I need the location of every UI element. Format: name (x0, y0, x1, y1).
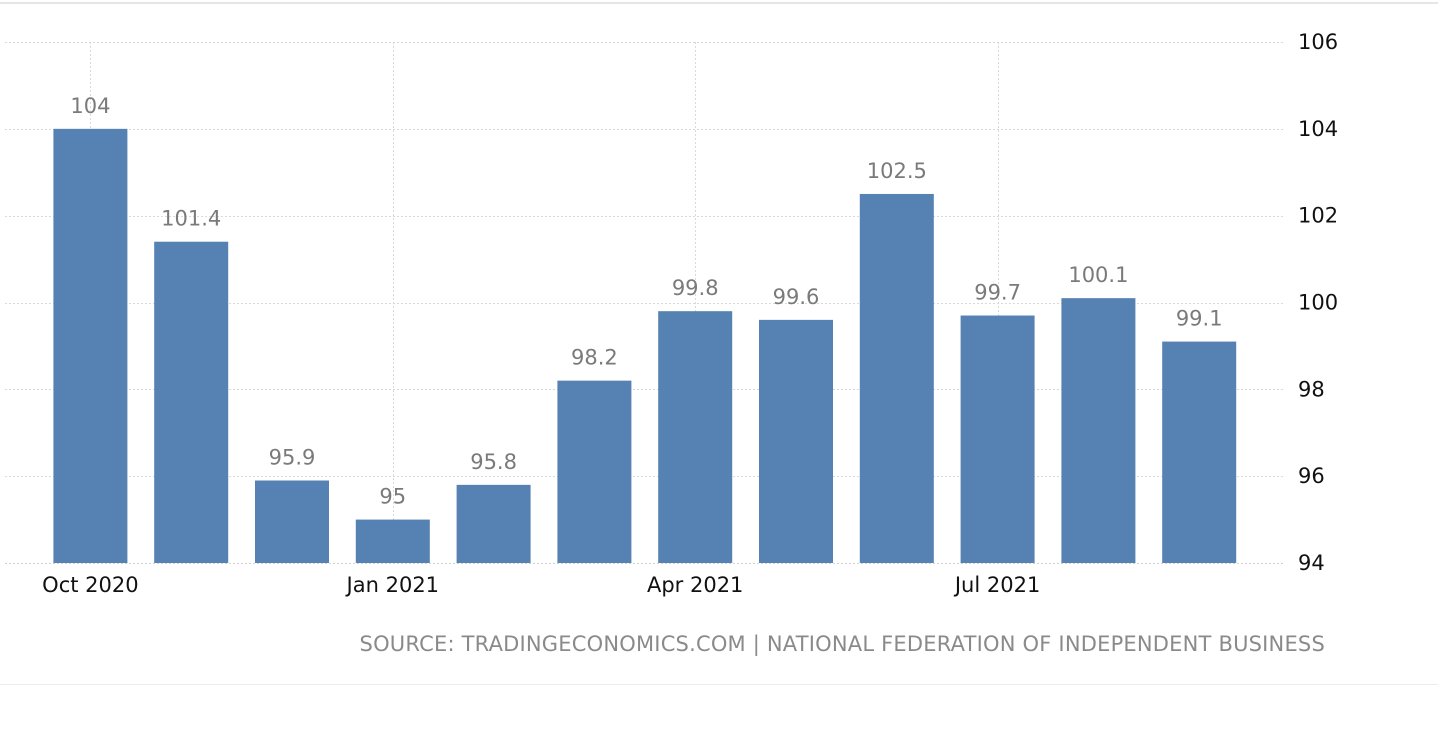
bar (255, 480, 329, 563)
y-tick-label: 100 (1298, 291, 1338, 315)
x-tick-label: Apr 2021 (647, 573, 743, 597)
y-tick-label: 102 (1298, 204, 1338, 228)
top-divider (0, 2, 1438, 4)
x-tick-label: Jan 2021 (345, 573, 440, 597)
y-tick-label: 94 (1298, 551, 1325, 575)
x-tick-label: Oct 2020 (42, 573, 138, 597)
data-label: 95 (379, 485, 406, 509)
bar (960, 315, 1035, 563)
bar (355, 519, 430, 563)
y-tick-label: 106 (1298, 30, 1338, 54)
data-labels: 104 101.4 95.9 95 95.8 98.2 99.8 99.6 102.5 99.7 1… (70, 94, 1222, 509)
bar-chart: 104 101.4 95.9 95 95.8 98.2 99.8 99.6 102.5 99.7 1… (5, 30, 1338, 597)
bottom-divider (0, 684, 1438, 685)
data-label: 95.8 (470, 450, 517, 474)
y-axis: 94 96 98 100 102 104 106 (1298, 30, 1338, 575)
y-tick-label: 96 (1298, 464, 1325, 488)
data-label: 98.2 (571, 346, 618, 370)
bar (759, 319, 833, 563)
data-label: 104 (70, 94, 110, 118)
bar (53, 128, 128, 564)
bar (859, 193, 934, 564)
data-label: 99.7 (974, 281, 1021, 305)
y-tick-label: 98 (1298, 377, 1325, 401)
data-label: 95.9 (269, 446, 316, 470)
bar (557, 380, 632, 563)
bar (456, 484, 531, 563)
bar (154, 241, 229, 563)
bar (658, 311, 733, 563)
y-tick-label: 104 (1298, 117, 1338, 141)
x-tick-label: Jul 2021 (953, 573, 1040, 597)
bar (1061, 298, 1136, 563)
bars (53, 128, 1237, 564)
source-credit: SOURCE: TRADINGECONOMICS.COM | NATIONAL … (359, 632, 1325, 656)
data-label: 100.1 (1068, 263, 1128, 287)
data-label: 99.8 (672, 276, 719, 300)
data-label: 99.6 (773, 285, 820, 309)
data-label: 99.1 (1176, 307, 1223, 331)
x-axis: Oct 2020 Jan 2021 Apr 2021 Jul 2021 (42, 573, 1040, 597)
data-label: 102.5 (867, 159, 927, 183)
data-label: 101.4 (161, 207, 221, 231)
bar (1162, 341, 1237, 563)
